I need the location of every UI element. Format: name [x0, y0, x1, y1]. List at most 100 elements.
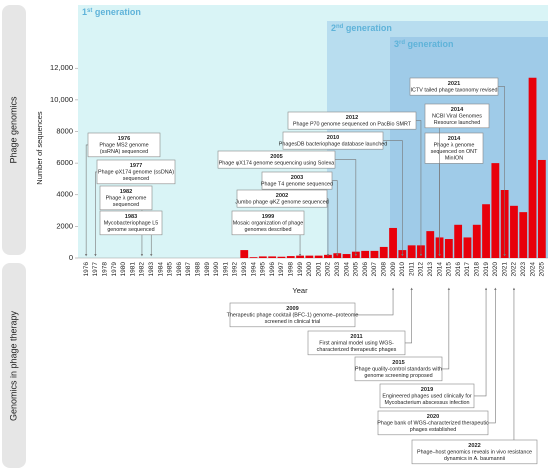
x-tick-label: 1988	[194, 262, 201, 277]
x-tick-label: 2008	[380, 262, 387, 277]
event-text: Phage φX174 genome (ssDNA)	[98, 169, 174, 175]
leader-line	[84, 144, 88, 257]
bar	[370, 250, 379, 258]
leader-line	[488, 287, 497, 424]
x-tick-label: 1980	[120, 262, 127, 277]
event-text: Phage MS2 genome	[99, 142, 148, 148]
bar	[537, 159, 546, 258]
leader-line	[355, 287, 395, 316]
side-label: Genomics in phage therapy	[8, 310, 18, 421]
generation-ordinal: 3	[394, 39, 399, 49]
generation-label: 2nd generation	[331, 23, 392, 33]
event-text: genome screening proposed	[364, 373, 432, 379]
generation-label: 3rd generation	[394, 39, 454, 49]
leader-line	[442, 287, 451, 370]
event-text: genome sequenced	[107, 227, 154, 233]
event-year: 2012	[346, 115, 358, 121]
x-tick-label: 1999	[297, 262, 304, 277]
event-box	[99, 210, 163, 236]
x-tick-label: 2025	[539, 262, 546, 277]
x-tick-label: 2017	[464, 262, 471, 277]
x-tick-label: 1993	[241, 262, 248, 277]
generation-text: generation	[408, 39, 454, 49]
event-box	[307, 330, 406, 356]
event-box	[379, 383, 475, 409]
generation-label: 1st generation	[82, 7, 141, 17]
bar	[314, 255, 323, 258]
x-tick-label: 2005	[353, 262, 360, 277]
event-box	[409, 77, 499, 96]
event-year: 1999	[262, 214, 274, 220]
bar	[519, 212, 528, 258]
y-tick-label: 8000	[56, 126, 73, 135]
bar	[482, 204, 490, 258]
event-box	[236, 189, 328, 208]
leader-line	[94, 171, 97, 257]
leader-line	[405, 287, 413, 344]
side-band	[2, 5, 26, 255]
x-tick-label: 2018	[473, 262, 480, 277]
x-tick-label: 2014	[436, 262, 443, 277]
event-year: 2014	[451, 107, 464, 113]
event-box	[229, 302, 356, 328]
x-tick-label: 1986	[176, 262, 183, 277]
x-tick-label: 1997	[278, 262, 285, 277]
x-tick-label: 2001	[315, 262, 322, 277]
event-text: Mosaic organization of phage	[233, 220, 303, 226]
leader-line	[335, 159, 358, 257]
event-year: 2014	[448, 136, 461, 142]
event-text: Phage φX174 genome sequencing using Sole…	[219, 160, 335, 166]
event-text: Phage T4 genome sequenced	[261, 181, 333, 187]
bar	[379, 246, 388, 258]
event-year: 2011	[350, 334, 362, 340]
event-box	[96, 159, 176, 185]
bar	[240, 250, 249, 258]
bar	[277, 256, 286, 258]
x-tick-label: 1981	[129, 262, 136, 277]
x-tick-label: 2011	[408, 262, 415, 276]
leader-line	[498, 86, 506, 257]
side-band	[2, 263, 26, 468]
x-tick-label: 2003	[334, 262, 341, 277]
x-tick-label: 1984	[157, 262, 164, 277]
x-tick-label: 1977	[92, 262, 99, 277]
event-text: Phage λ genome	[434, 142, 475, 148]
x-tick-label: 2009	[390, 262, 397, 277]
event-text: First animal model using WGS-	[319, 340, 394, 346]
event-text: dynamics in A. baumannii	[444, 456, 505, 462]
event-year: 2015	[392, 360, 404, 366]
event-text: Phage λ genome	[106, 195, 147, 201]
bar	[296, 255, 304, 258]
generation-text: generation	[95, 7, 141, 17]
event-text: Phage P70 genome sequenced on PacBio SMR…	[293, 121, 412, 127]
side-label: Phage genomics	[8, 96, 18, 164]
generation-ordinal: 1	[82, 7, 87, 17]
x-tick-label: 1998	[287, 262, 294, 277]
bar	[472, 224, 481, 258]
x-tick-label: 2002	[325, 262, 332, 277]
bar	[258, 256, 267, 258]
x-tick-label: 2019	[483, 262, 490, 277]
y-axis-label: Number of sequences	[35, 111, 44, 185]
x-tick-label: 2022	[511, 262, 518, 277]
x-tick-label: 2000	[306, 262, 313, 277]
bar	[444, 239, 453, 258]
x-tick-label: 2007	[371, 262, 378, 277]
bar	[389, 227, 397, 258]
event-box	[411, 439, 538, 465]
event-year: 1977	[130, 163, 142, 169]
event-text: genomes described	[244, 227, 291, 233]
y-tick-label: 12,000	[50, 63, 73, 72]
x-tick-label: 2013	[427, 262, 434, 277]
leader-line	[326, 198, 330, 257]
event-box	[99, 185, 153, 211]
bar	[286, 256, 295, 258]
x-tick-label: 2023	[520, 262, 527, 277]
bar	[305, 255, 314, 258]
x-tick-label: 1987	[185, 262, 192, 277]
generation-text: generation	[346, 23, 392, 33]
event-text: Therapeutic phage cocktail (BFC-1) genom…	[227, 312, 359, 318]
x-tick-label: 2010	[399, 262, 406, 277]
x-tick-label: 2006	[362, 262, 369, 277]
